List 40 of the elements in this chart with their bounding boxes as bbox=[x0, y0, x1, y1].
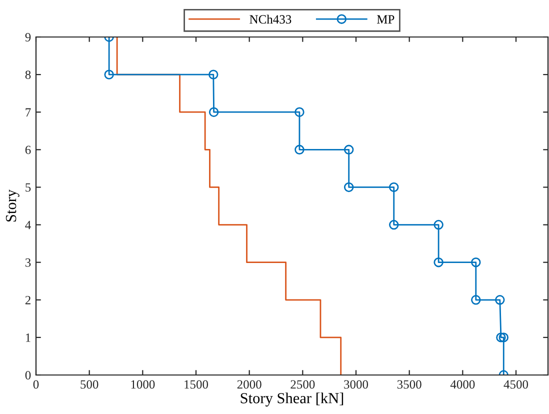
point bbox=[471, 257, 481, 268]
y-tick-label: 2 bbox=[25, 296, 30, 304]
point bbox=[294, 107, 304, 117]
x-tick-label: 3000 bbox=[344, 380, 368, 389]
x-tick-label: 1500 bbox=[184, 380, 208, 389]
x-tick-label: 2500 bbox=[290, 380, 315, 389]
y-tick-label: 4 bbox=[25, 220, 31, 230]
point bbox=[434, 257, 444, 268]
legend-label: MP bbox=[377, 15, 394, 24]
point bbox=[104, 70, 114, 80]
point bbox=[294, 144, 304, 155]
x-axis-title: Story Shear [kN] bbox=[240, 392, 344, 406]
point bbox=[496, 332, 506, 342]
point bbox=[344, 144, 354, 155]
x-tick-label: 3500 bbox=[397, 380, 422, 389]
y-tick-label: 3 bbox=[25, 258, 31, 267]
x-tick-label: 0 bbox=[33, 380, 39, 389]
x-tick-label: 4500 bbox=[504, 380, 528, 389]
point bbox=[389, 182, 399, 192]
point bbox=[498, 332, 508, 342]
y-tick-label: 7 bbox=[26, 108, 31, 116]
x-tick-label: 2000 bbox=[237, 380, 262, 389]
point bbox=[434, 220, 444, 230]
point bbox=[344, 182, 354, 192]
point bbox=[208, 70, 218, 80]
point bbox=[389, 220, 399, 230]
y-axis-title: Story bbox=[6, 190, 20, 222]
point bbox=[495, 295, 505, 305]
point bbox=[208, 107, 219, 117]
y-tick-label: 1 bbox=[26, 334, 30, 342]
y-tick-label: 0 bbox=[25, 371, 31, 380]
y-tick-label: 6 bbox=[25, 146, 31, 154]
y-tick-label: 8 bbox=[25, 70, 31, 80]
point bbox=[471, 295, 481, 305]
x-tick-label: 1000 bbox=[131, 380, 155, 389]
x-tick-label: 4000 bbox=[450, 380, 475, 389]
y-tick-label: 5 bbox=[26, 183, 31, 192]
x-tick-label: 500 bbox=[80, 380, 98, 389]
legend-label: NCh433 bbox=[250, 14, 292, 24]
y-tick-label: 9 bbox=[25, 33, 31, 42]
